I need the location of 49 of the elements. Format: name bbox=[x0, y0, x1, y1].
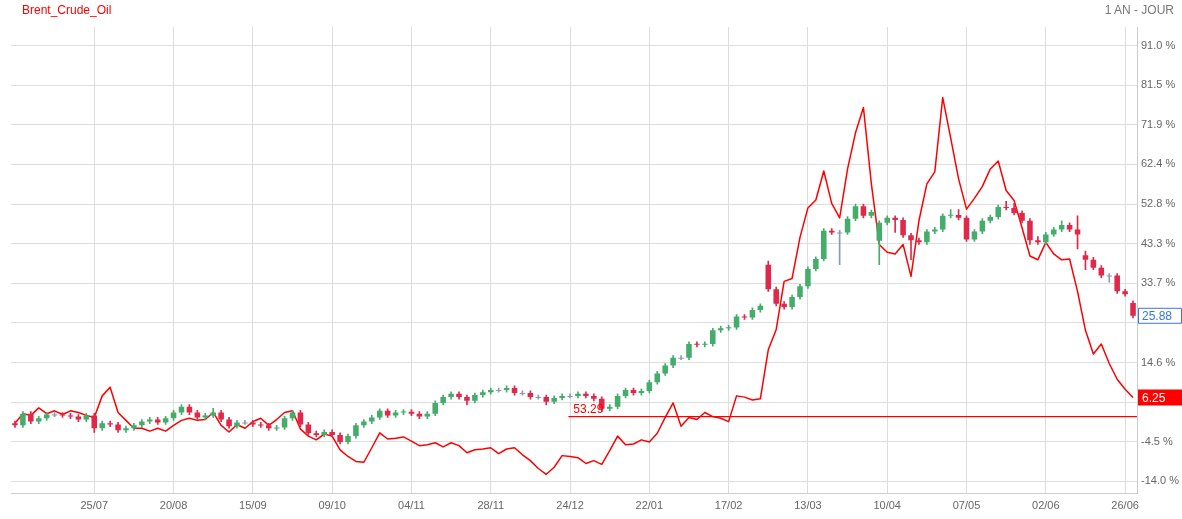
y-tick-label: 14.6 % bbox=[1141, 355, 1176, 368]
x-tick-label: 26/06 bbox=[1111, 499, 1139, 512]
x-tick-label: 10/04 bbox=[873, 499, 901, 512]
y-tick-label: -4.5 % bbox=[1141, 434, 1174, 447]
x-tick-label: 02/06 bbox=[1032, 499, 1060, 512]
candlestick bbox=[456, 391, 462, 400]
candlestick bbox=[575, 391, 581, 399]
x-tick-label: 13/03 bbox=[794, 499, 822, 512]
text: Brent_Crude_Oil bbox=[22, 3, 112, 18]
candlestick bbox=[583, 391, 589, 399]
text: 6.25 bbox=[1142, 390, 1166, 405]
candlestick bbox=[487, 387, 494, 395]
candlestick bbox=[908, 232, 914, 261]
x-tick-label: 20/08 bbox=[159, 499, 188, 512]
y-tick-label: 62.4 % bbox=[1141, 157, 1176, 170]
x-tick-label: 07/05 bbox=[952, 499, 981, 512]
candlestick bbox=[448, 391, 454, 400]
x-tick-label: 25/07 bbox=[80, 499, 109, 512]
chart-subtitle: 1 AN - JOUR bbox=[1104, 3, 1174, 17]
candlestick bbox=[202, 412, 209, 420]
y-tick-label: 33.7 % bbox=[1141, 276, 1176, 289]
y-tick-label: 81.5 % bbox=[1141, 78, 1176, 91]
y-tick-label: -14.0 % bbox=[1141, 474, 1180, 487]
candlestick bbox=[892, 215, 898, 233]
candlestick bbox=[559, 393, 565, 401]
candlestick bbox=[242, 420, 248, 425]
y-tick-label: 52.8 % bbox=[1141, 197, 1176, 210]
candlestick bbox=[146, 417, 153, 425]
x-tick-label: 15/09 bbox=[239, 499, 267, 512]
candlestick bbox=[123, 425, 129, 433]
x-tick-label: 24/12 bbox=[556, 499, 584, 512]
candlestick bbox=[12, 420, 18, 428]
candlestick bbox=[916, 237, 922, 245]
annotation: 53.29 bbox=[573, 401, 604, 416]
candlestick bbox=[1003, 200, 1009, 211]
candlestick bbox=[567, 393, 573, 399]
x-tick-label: 04/11 bbox=[398, 499, 425, 512]
x-tick-label: 28/11 bbox=[477, 499, 505, 512]
x-tick-label: 22/01 bbox=[635, 499, 664, 512]
x-tick-label: 17/02 bbox=[714, 499, 743, 512]
y-tick-label: 71.9 % bbox=[1141, 117, 1176, 130]
y-tick-label: 91.0 % bbox=[1141, 38, 1176, 51]
y-tick-label: 43.3 % bbox=[1141, 236, 1176, 249]
candlestick bbox=[1106, 273, 1113, 283]
text: 25.88 bbox=[1142, 309, 1173, 324]
candlestick bbox=[1035, 236, 1041, 245]
x-tick-label: 09/10 bbox=[318, 499, 346, 512]
candlestick bbox=[678, 355, 684, 361]
candlestick bbox=[258, 422, 264, 428]
